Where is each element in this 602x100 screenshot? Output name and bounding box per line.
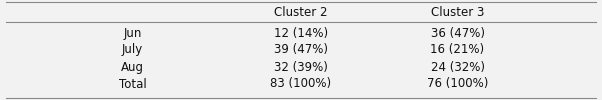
Text: Aug: Aug bbox=[121, 60, 144, 74]
Text: Cluster 3: Cluster 3 bbox=[431, 6, 484, 18]
Text: Cluster 2: Cluster 2 bbox=[275, 6, 327, 18]
Text: 32 (39%): 32 (39%) bbox=[274, 60, 328, 74]
Text: 39 (47%): 39 (47%) bbox=[274, 44, 328, 56]
Text: July: July bbox=[122, 44, 143, 56]
Text: 24 (32%): 24 (32%) bbox=[430, 60, 485, 74]
Text: Jun: Jun bbox=[123, 26, 141, 40]
Text: 76 (100%): 76 (100%) bbox=[427, 78, 488, 90]
Text: 16 (21%): 16 (21%) bbox=[430, 44, 485, 56]
Text: 12 (14%): 12 (14%) bbox=[274, 26, 328, 40]
Text: 83 (100%): 83 (100%) bbox=[270, 78, 332, 90]
Text: 36 (47%): 36 (47%) bbox=[430, 26, 485, 40]
Text: Total: Total bbox=[119, 78, 146, 90]
